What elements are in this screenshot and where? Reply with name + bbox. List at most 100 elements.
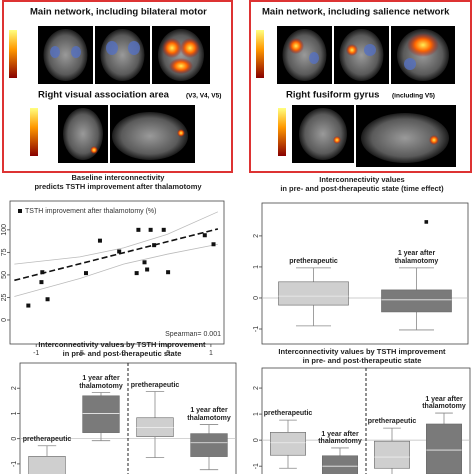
box-label: pretherapeutic xyxy=(22,436,72,444)
box-label-holder: pretherapeutic xyxy=(367,418,417,426)
y-tick-label: 100 xyxy=(1,224,8,236)
box-label-holder: 1 year after thalamotomy xyxy=(422,395,466,411)
plot-area xyxy=(262,368,470,474)
chart-subtitle: predicts TSTH improvement after thalamot… xyxy=(34,182,202,191)
y-tick-label: 1 xyxy=(253,265,260,269)
panel-subtitle: Right visual association area xyxy=(38,90,170,101)
box-label-holder: pretherapeutic xyxy=(22,436,72,444)
box-label-holder: pretherapeutic xyxy=(289,258,338,266)
ci-upper xyxy=(14,211,219,265)
y-tick-label: 2 xyxy=(11,386,18,390)
point xyxy=(211,242,216,247)
box xyxy=(426,423,462,474)
point xyxy=(134,271,139,276)
outlier xyxy=(424,220,429,224)
panel-frame xyxy=(2,0,233,173)
y-tick-label: 0 xyxy=(1,318,8,322)
y-tick-label: 2 xyxy=(253,234,260,238)
chart-subtitle: in pre- and post-therapeutic state xyxy=(63,349,182,358)
box xyxy=(374,440,410,469)
point xyxy=(136,227,141,232)
x-tick-label: -1 xyxy=(33,350,39,357)
panel-subtitle-note: (including V5) xyxy=(392,93,435,100)
y-tick-label: -1 xyxy=(11,461,18,467)
brain-panel: Main network, including bilateral motor … xyxy=(2,0,233,173)
box-label: 1 year after thalamotomy xyxy=(187,407,231,422)
box xyxy=(322,455,358,474)
x-tick-label: -.5 xyxy=(76,350,84,357)
brain-images xyxy=(58,105,195,163)
box-label: 1 year after thalamotomy xyxy=(318,430,362,446)
point xyxy=(166,270,171,275)
point xyxy=(117,249,122,254)
chart-title: Interconnectivity values xyxy=(319,175,404,184)
box-label-holder: 1 year after thalamotomy xyxy=(187,407,231,422)
y-tick-label: -1 xyxy=(253,326,260,332)
panel-frame xyxy=(249,0,472,173)
chart-subtitle: in pre- and post-therapeutic state xyxy=(303,356,422,365)
brain-images xyxy=(292,105,456,167)
box xyxy=(190,433,228,457)
brain-images xyxy=(277,26,455,84)
y-tick-label: 50 xyxy=(1,271,8,279)
plot-area xyxy=(20,363,236,474)
chart-subtitle: in pre- and post-therapeutic state (time… xyxy=(280,184,444,193)
annotation: Spearman= 0.001 xyxy=(165,331,221,338)
y-tick-label: 2 xyxy=(253,386,260,390)
box xyxy=(270,432,306,456)
point xyxy=(148,227,153,232)
panel-title: Main network, including bilateral motor xyxy=(30,7,207,18)
box-label: 1 year after thalamotomy xyxy=(394,250,439,266)
colorbar xyxy=(9,30,17,78)
x-tick-label: 0 xyxy=(122,350,126,357)
box xyxy=(278,281,349,306)
point xyxy=(142,260,147,265)
ci-lower xyxy=(14,243,218,297)
point xyxy=(145,267,150,272)
box-label-holder: pretherapeutic xyxy=(263,410,313,418)
y-tick-label: 0 xyxy=(11,437,18,441)
box-label-holder: 1 year after thalamotomy xyxy=(394,250,439,266)
point xyxy=(39,280,44,285)
panel-subtitle-note: (V3, V4, V5) xyxy=(186,93,221,100)
chart-title: Interconnectivity values by TSTH improve… xyxy=(278,347,446,356)
y-tick-label: 1 xyxy=(11,411,18,415)
box xyxy=(82,395,120,433)
legend-marker xyxy=(18,209,22,213)
box-label: pretherapeutic xyxy=(289,258,338,266)
point xyxy=(45,297,50,302)
point xyxy=(161,227,166,232)
box-label: 1 year after thalamotomy xyxy=(422,395,466,411)
plot-frame xyxy=(9,200,225,345)
box xyxy=(28,456,66,474)
chart-title: Interconnectivity values by TSTH improve… xyxy=(38,340,206,349)
x-tick-label: 1 xyxy=(209,350,213,357)
point xyxy=(26,303,31,308)
point xyxy=(152,243,157,248)
plot-frame xyxy=(261,202,469,345)
plot-area xyxy=(262,220,468,331)
box-label: pretherapeutic xyxy=(367,418,417,426)
brain-panel: Main network, including salience network… xyxy=(249,0,472,173)
brain-images xyxy=(38,26,210,84)
trend-line xyxy=(14,228,219,282)
colorbar xyxy=(30,108,38,156)
box-label: pretherapeutic xyxy=(130,381,180,389)
point xyxy=(97,238,102,243)
x-tick-label: .5 xyxy=(164,350,170,357)
y-tick-label: 0 xyxy=(253,438,260,442)
box-label: pretherapeutic xyxy=(263,410,313,418)
box xyxy=(381,289,452,313)
point xyxy=(83,271,88,276)
box-label-holder: pretherapeutic xyxy=(130,381,180,389)
box-label-holder: 1 year after thalamotomy xyxy=(79,375,123,390)
box-label-holder: 1 year after thalamotomy xyxy=(318,430,362,446)
chart-title: Baseline interconnectivity xyxy=(72,173,166,182)
box-label: 1 year after thalamotomy xyxy=(79,375,123,390)
colorbar xyxy=(278,108,286,156)
y-tick-label: 75 xyxy=(1,248,8,256)
legend-label: TSTH improvement after thalamotomy (%) xyxy=(25,208,156,215)
panel-subtitle: Right fusiform gyrus xyxy=(286,90,379,101)
point xyxy=(202,233,207,238)
